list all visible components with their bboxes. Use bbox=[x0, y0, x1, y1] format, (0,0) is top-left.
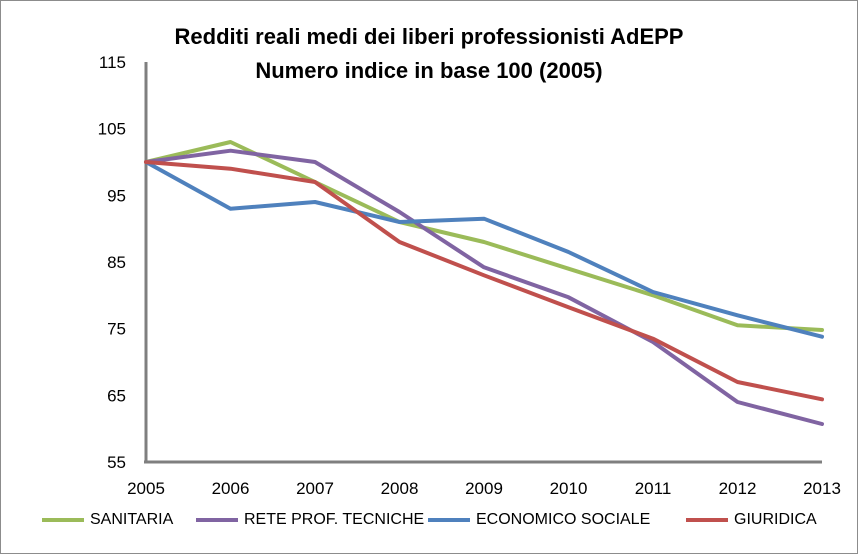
series-line-economico-sociale bbox=[144, 160, 824, 339]
legend-item-rete-prof-tecniche: RETE PROF. TECNICHE bbox=[196, 511, 424, 529]
legend-swatch bbox=[196, 518, 238, 522]
legend-label: GIURIDICA bbox=[734, 511, 817, 528]
chart-title: Redditi reali medi dei liberi profession… bbox=[174, 24, 684, 49]
y-tick-label: 85 bbox=[107, 253, 126, 272]
x-tick-label: 2013 bbox=[803, 479, 841, 498]
legend-swatch bbox=[428, 518, 470, 522]
legend-swatch bbox=[686, 518, 728, 522]
legend-label: ECONOMICO SOCIALE bbox=[476, 511, 651, 528]
y-tick-label: 105 bbox=[98, 120, 126, 139]
series-line-rete-prof-tecniche bbox=[144, 148, 824, 426]
series-line-giuridica bbox=[144, 160, 824, 402]
chart-subtitle: Numero indice in base 100 (2005) bbox=[255, 58, 603, 83]
y-tick-label: 65 bbox=[107, 386, 126, 405]
legend-label: SANITARIA bbox=[90, 511, 174, 528]
x-tick-label: 2011 bbox=[635, 479, 672, 498]
x-axis-ticks: 2005 2006 2007 2008 2009 2010 2011 2012 2013 bbox=[127, 479, 841, 498]
series-lines bbox=[144, 140, 824, 426]
x-tick-label: 2009 bbox=[465, 479, 503, 498]
legend-swatch bbox=[42, 518, 84, 522]
y-tick-label: 115 bbox=[99, 53, 126, 72]
y-tick-label: 95 bbox=[107, 186, 126, 205]
legend-item-sanitaria: SANITARIA bbox=[42, 511, 173, 529]
x-tick-label: 2008 bbox=[381, 479, 419, 498]
x-tick-label: 2005 bbox=[127, 479, 165, 498]
x-tick-label: 2007 bbox=[296, 479, 334, 498]
legend-label: RETE PROF. TECNICHE bbox=[244, 511, 425, 528]
x-tick-label: 2012 bbox=[719, 479, 757, 498]
legend-item-giuridica: GIURIDICA bbox=[686, 511, 817, 529]
legend-item-economico-sociale: ECONOMICO SOCIALE bbox=[428, 511, 650, 529]
x-tick-label: 2010 bbox=[550, 479, 588, 498]
axes bbox=[144, 62, 822, 464]
y-tick-label: 55 bbox=[107, 453, 126, 472]
y-tick-label: 75 bbox=[107, 320, 126, 339]
legend: SANITARIA RETE PROF. TECNICHE ECONOMICO SO… bbox=[0, 509, 858, 531]
y-axis-ticks: 55 65 75 85 95 105 115 bbox=[98, 53, 126, 472]
x-tick-label: 2006 bbox=[212, 479, 250, 498]
